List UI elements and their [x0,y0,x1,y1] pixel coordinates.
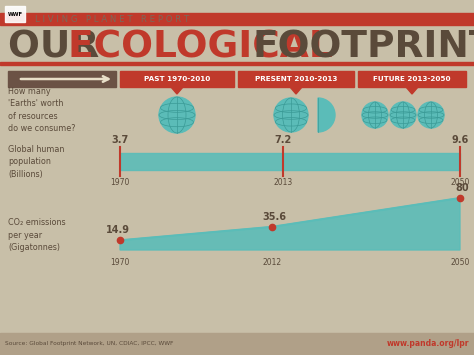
Circle shape [418,102,444,128]
Text: PAST 1970-2010: PAST 1970-2010 [144,76,210,82]
Text: 2050: 2050 [450,258,470,267]
Text: Global human
population
(Billions): Global human population (Billions) [8,145,64,179]
Bar [358,71,466,87]
Text: 2013: 2013 [273,178,292,187]
Bar [0,13,474,25]
Polygon shape [406,87,418,94]
Text: 1970: 1970 [110,178,130,187]
Text: 7.2: 7.2 [274,135,292,145]
Text: OUR: OUR [8,29,112,65]
Polygon shape [120,198,460,250]
Text: Source: Global Footprint Network, UN, CDIAC, IPCC, WWF: Source: Global Footprint Network, UN, CD… [5,342,173,346]
Text: 14.9: 14.9 [106,225,130,235]
Text: How many
'Earths' worth
of resources
do we consume?: How many 'Earths' worth of resources do … [8,87,75,133]
Text: 1970: 1970 [110,258,130,267]
Text: WWF: WWF [8,11,23,16]
Polygon shape [290,87,302,94]
Text: 9.6: 9.6 [451,135,469,145]
Text: 35.6: 35.6 [262,212,286,222]
Circle shape [390,102,416,128]
Text: 2012: 2012 [263,258,282,267]
Text: FUTURE 2013-2050: FUTURE 2013-2050 [373,76,451,82]
Text: FOOTPRINT: FOOTPRINT [253,29,474,65]
Text: 80: 80 [455,183,469,193]
Bar [0,62,474,65]
Text: www.panda.org/lpr: www.panda.org/lpr [386,339,469,349]
Text: PRESENT 2010-2013: PRESENT 2010-2013 [255,76,337,82]
Bar [120,153,460,170]
Bar [8,71,116,87]
Wedge shape [318,98,335,132]
Polygon shape [171,87,183,94]
Bar [238,71,354,87]
Circle shape [362,102,388,128]
Text: ECOLOGICAL: ECOLOGICAL [68,29,346,65]
Bar [120,71,234,87]
Bar [0,333,474,355]
Text: CO₂ emissions
per year
(Gigatonnes): CO₂ emissions per year (Gigatonnes) [8,218,65,252]
Circle shape [159,97,195,133]
Text: L I V I N G   P L A N E T   R E P O R T: L I V I N G P L A N E T R E P O R T [35,15,189,23]
Text: 2050: 2050 [450,178,470,187]
Bar [5,6,25,22]
Circle shape [274,98,308,132]
Text: 3.7: 3.7 [111,135,128,145]
